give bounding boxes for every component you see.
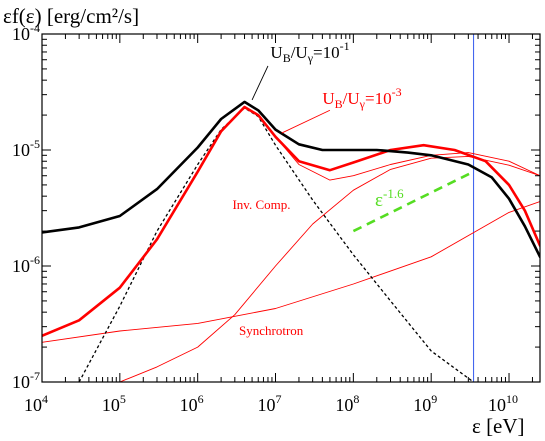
x-tick-label: 108 — [335, 392, 359, 415]
y-tick-label: 10-6 — [12, 253, 40, 276]
x-tick-label: 107 — [258, 392, 282, 415]
x-tick-label: 106 — [180, 392, 204, 415]
x-tick-label: 109 — [413, 392, 437, 415]
series-line-3 — [42, 201, 540, 343]
series-line-4 — [42, 106, 540, 337]
series-line-5 — [78, 107, 474, 382]
series-line-6 — [352, 170, 475, 233]
x-tick-label: 104 — [24, 392, 48, 415]
y-tick-label: 10-4 — [12, 21, 40, 44]
x-axis-label: ε [eV] — [472, 414, 525, 438]
annotations: UB/Uγ=10-1 UB/Uγ=10-3 ε-1.6 Inv. Comp. Synch… — [232, 39, 404, 338]
axis-ticks — [41, 33, 540, 383]
annotation-label: UB/Uγ=10-1 — [270, 39, 349, 65]
series-line-0 — [42, 100, 540, 259]
tick-labels: 104 105 106 107 108 109 1010 10-7 10-6 10-5 10-4 — [12, 21, 518, 415]
annotation-label: UB/Uγ=10-3 — [322, 85, 401, 111]
annotation-label: Synchrotron — [239, 323, 304, 338]
plot-frame — [41, 33, 541, 383]
y-axis-label: εf(ε) [erg/cm²/s] — [3, 4, 139, 28]
series-line-1 — [42, 105, 540, 338]
y-tick-label: 10-7 — [12, 369, 40, 392]
x-tick-label: 1010 — [488, 392, 518, 415]
annotation-leader — [251, 65, 269, 101]
series-line-2 — [119, 155, 540, 382]
annotation-label: Inv. Comp. — [232, 197, 290, 212]
y-tick-label: 10-5 — [12, 137, 40, 160]
annotation-label: ε-1.6 — [375, 186, 404, 211]
x-tick-label: 105 — [102, 392, 126, 415]
plot-area — [42, 34, 540, 382]
annotation-leader — [281, 109, 331, 134]
